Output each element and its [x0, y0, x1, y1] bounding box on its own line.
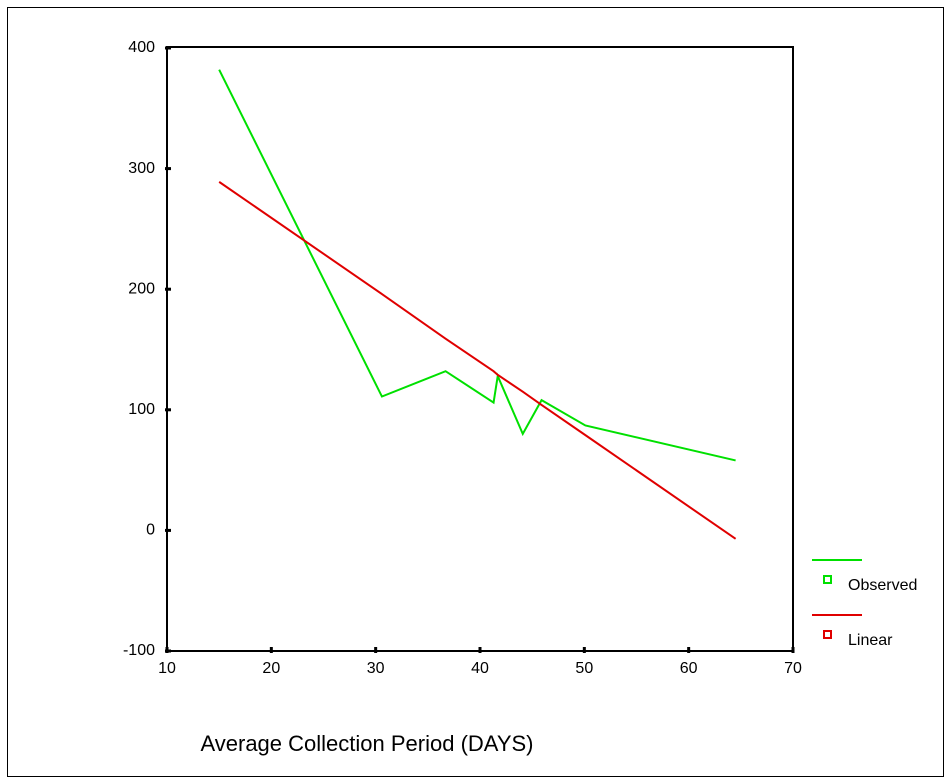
- legend-label: Observed: [848, 577, 917, 594]
- legend-marker: [823, 575, 832, 584]
- y-tick-label: 100: [128, 401, 155, 418]
- y-tick-label: 0: [146, 522, 155, 539]
- x-tick-label: 30: [367, 660, 385, 677]
- legend-label: Linear: [848, 632, 893, 649]
- x-axis-label: Average Collection Period (DAYS): [200, 731, 533, 756]
- frame: [7, 7, 944, 777]
- y-tick-label: 300: [128, 160, 155, 177]
- x-tick-label: 10: [158, 660, 176, 677]
- y-tick-label: 400: [128, 39, 155, 56]
- y-tick-label: 200: [128, 280, 155, 297]
- legend-marker: [823, 630, 832, 639]
- x-tick-label: 20: [262, 660, 280, 677]
- series-line: [218, 181, 737, 540]
- y-tick-label: -100: [123, 642, 155, 659]
- x-tick-label: 50: [575, 660, 593, 677]
- x-tick-label: 70: [784, 660, 802, 677]
- x-tick-label: 40: [471, 660, 489, 677]
- x-tick-label: 60: [680, 660, 698, 677]
